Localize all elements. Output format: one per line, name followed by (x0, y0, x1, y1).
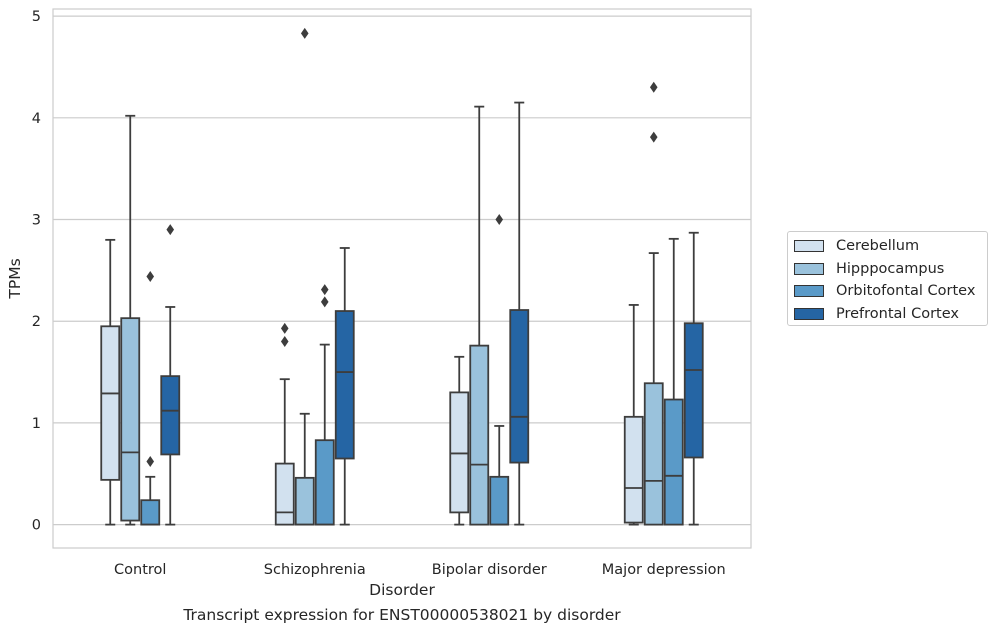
y-tick-label: 0 (32, 518, 41, 534)
box-body (160, 375, 181, 456)
box-prefrontal-cortex (334, 247, 355, 526)
box-hipppocampus (643, 81, 664, 526)
y-axis-label: TPMs (6, 258, 24, 299)
legend-label: Prefrontal Cortex (836, 305, 959, 322)
outlier-marker (495, 214, 504, 226)
box-orbitofontal-cortex (489, 214, 510, 526)
y-tick-label: 3 (32, 213, 41, 229)
y-tick-label: 2 (32, 314, 41, 330)
legend-item: Orbitofontal Cortex (794, 282, 975, 300)
box-hipppocampus (294, 27, 315, 526)
legend-label: Hipppocampus (836, 260, 945, 277)
outlier-marker (280, 336, 289, 348)
box-body (489, 475, 510, 526)
y-tick-label: 4 (32, 111, 41, 127)
box-body (449, 391, 470, 514)
outlier-marker (146, 456, 155, 468)
outlier-marker (320, 284, 329, 296)
legend-swatch (794, 240, 824, 252)
outlier-marker (300, 27, 309, 39)
box-prefrontal-cortex (160, 224, 181, 526)
x-tick-label: Schizophrenia (264, 562, 366, 578)
box-body (140, 499, 161, 526)
box-cerebellum (100, 238, 121, 526)
y-tick-label: 5 (32, 9, 41, 25)
legend-item: Hipppocampus (794, 260, 944, 278)
outlier-marker (649, 81, 658, 93)
box-orbitofontal-cortex (140, 270, 161, 526)
box-hipppocampus (469, 105, 490, 526)
box-body (274, 462, 295, 526)
box-body (314, 439, 335, 526)
legend-label: Cerebellum (836, 238, 920, 254)
x-tick-label: Control (114, 562, 166, 578)
outlier-marker (280, 322, 289, 334)
box-body (663, 398, 684, 526)
box-body (120, 317, 141, 522)
y-tick-label: 1 (32, 416, 41, 432)
box-body (294, 476, 315, 526)
box-cerebellum (623, 304, 644, 526)
legend: Cerebellum Hipppocampus Orbitofontal Corte… (787, 231, 988, 326)
legend-item: Prefrontal Cortex (794, 305, 959, 323)
legend-swatch (794, 285, 824, 298)
x-tick-label: Major depression (602, 562, 726, 578)
legend-label: Orbitofontal Cortex (836, 283, 976, 300)
box-body (100, 325, 121, 481)
box-body (623, 415, 644, 524)
x-axis-label: Disorder (369, 581, 435, 599)
figure-caption: Transcript expression for ENST0000053802… (183, 606, 621, 624)
x-tick-label: Bipolar disorder (432, 562, 547, 578)
box-orbitofontal-cortex (663, 237, 684, 526)
legend-swatch (794, 262, 824, 275)
box-orbitofontal-cortex (314, 284, 335, 526)
box-prefrontal-cortex (683, 231, 704, 526)
box-body (334, 310, 355, 460)
box-body (643, 382, 664, 526)
box-hipppocampus (120, 114, 141, 526)
box-prefrontal-cortex (509, 101, 530, 526)
box-cerebellum (274, 322, 295, 526)
box-body (683, 322, 704, 459)
box-cerebellum (449, 355, 470, 526)
outlier-marker (649, 131, 658, 143)
outlier-marker (166, 224, 175, 236)
outlier-marker (146, 270, 155, 282)
outlier-marker (320, 296, 329, 308)
box-body (509, 309, 530, 464)
box-body (469, 344, 490, 526)
legend-item: Cerebellum (794, 237, 919, 255)
legend-swatch (794, 307, 824, 320)
